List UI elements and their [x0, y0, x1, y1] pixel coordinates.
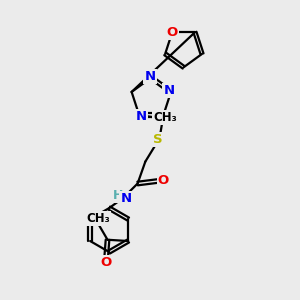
Text: N: N — [136, 110, 147, 123]
Text: O: O — [158, 174, 169, 188]
Text: CH₃: CH₃ — [153, 111, 177, 124]
Text: N: N — [163, 84, 175, 97]
Text: O: O — [167, 26, 178, 39]
Text: H: H — [112, 189, 123, 202]
Text: O: O — [100, 256, 111, 269]
Text: CH₃: CH₃ — [86, 212, 110, 225]
Text: S: S — [154, 133, 163, 146]
Text: N: N — [144, 70, 156, 83]
Text: N: N — [120, 192, 131, 205]
